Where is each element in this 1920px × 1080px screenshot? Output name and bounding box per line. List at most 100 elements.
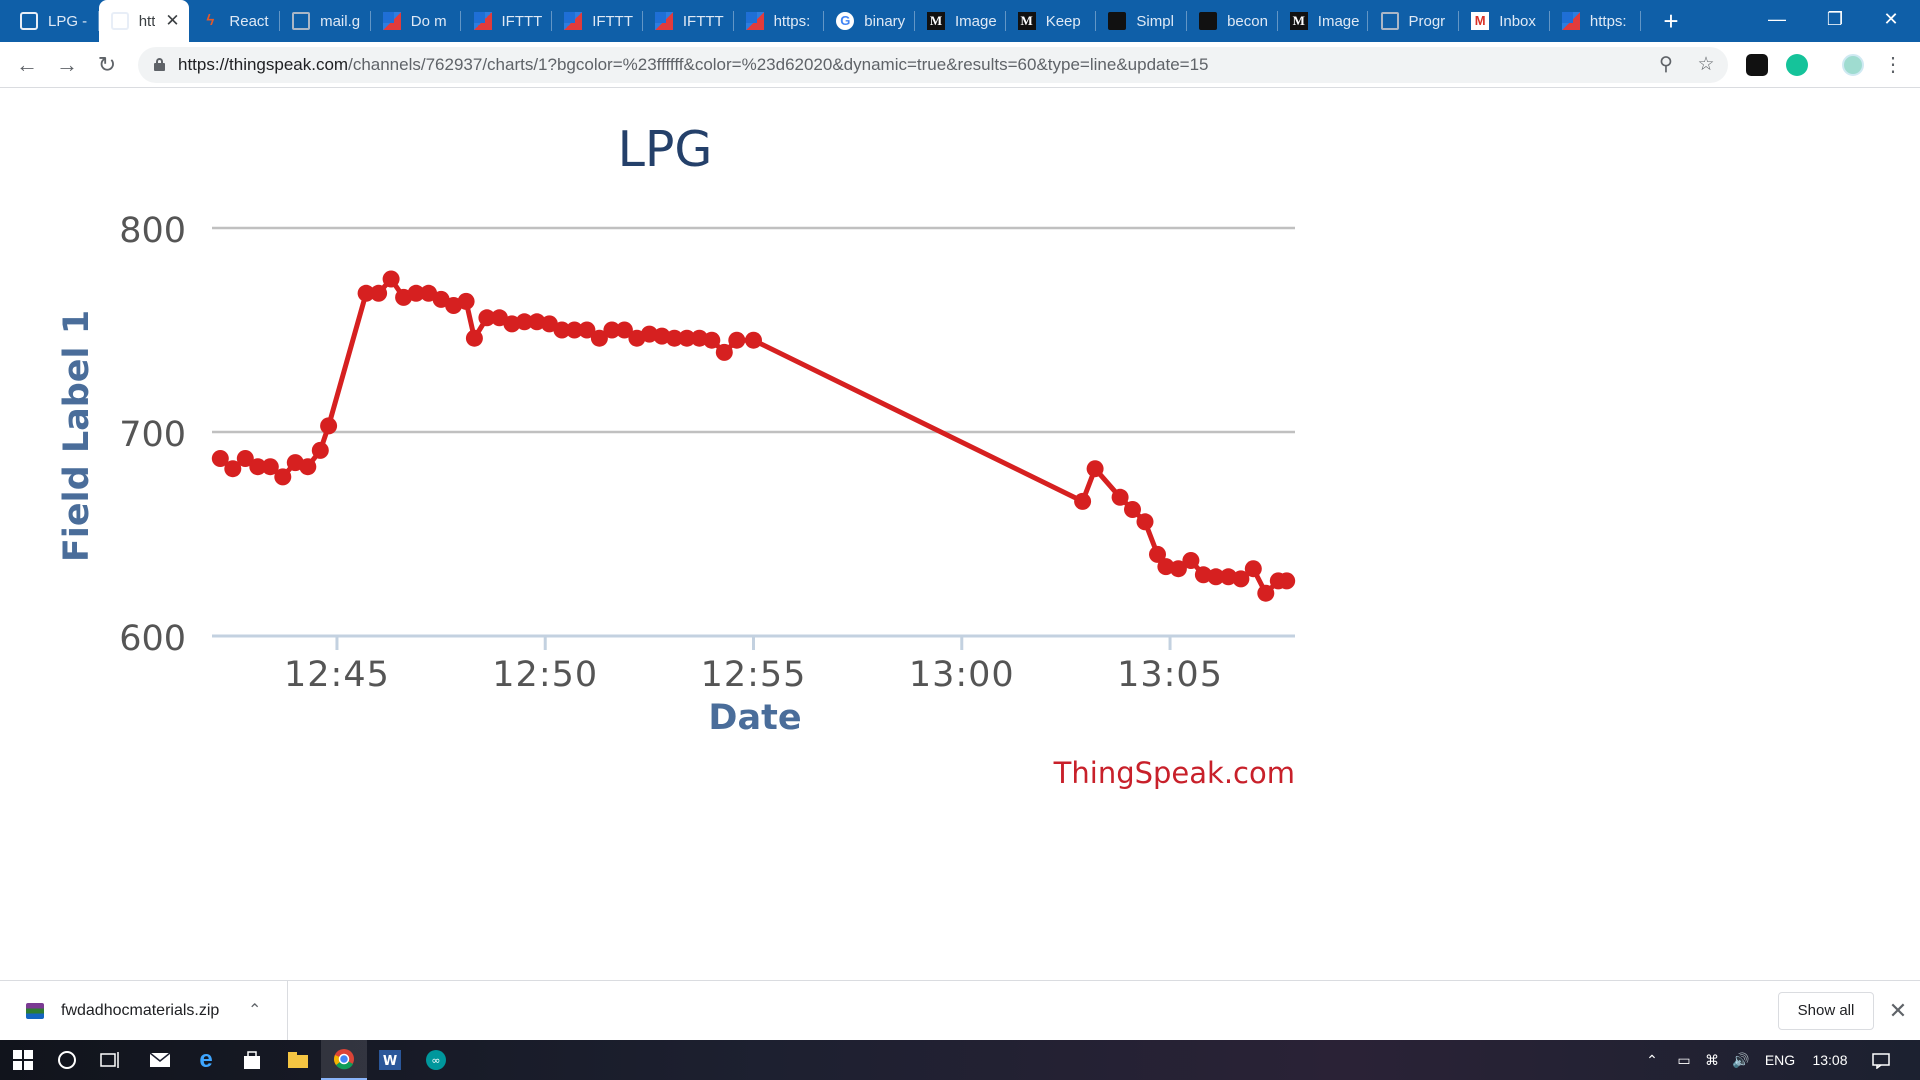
windows-start-icon[interactable] xyxy=(0,1040,46,1080)
minimize-button[interactable]: — xyxy=(1768,9,1786,29)
data-point[interactable] xyxy=(1244,560,1262,578)
data-point[interactable] xyxy=(615,321,633,339)
data-point[interactable] xyxy=(515,313,533,331)
data-point[interactable] xyxy=(1124,501,1141,518)
show-hidden-icons-icon[interactable]: ⌃ xyxy=(1646,1052,1658,1068)
file-explorer-icon[interactable] xyxy=(275,1040,321,1080)
data-point[interactable] xyxy=(665,329,683,347)
data-point[interactable] xyxy=(249,458,267,476)
store-icon[interactable] xyxy=(229,1040,275,1080)
forward-icon[interactable]: → xyxy=(56,52,78,77)
browser-tab[interactable]: M Keep xyxy=(1006,0,1097,42)
data-point[interactable] xyxy=(590,329,608,347)
chevron-up-icon[interactable]: ⌃ xyxy=(248,1002,262,1019)
browser-tab[interactable]: IFTTT xyxy=(462,0,553,42)
show-all-button[interactable]: Show all xyxy=(1778,992,1874,1030)
chrome-icon[interactable] xyxy=(321,1040,367,1080)
data-point[interactable] xyxy=(1157,558,1175,576)
download-item[interactable]: fwdadhocmaterials.zip ⌃ xyxy=(0,981,288,1040)
browser-tab[interactable]: IFTTT xyxy=(643,0,734,42)
data-point[interactable] xyxy=(703,331,721,349)
window-close-button[interactable]: ✕ xyxy=(1883,9,1899,29)
battery-icon[interactable]: ▭ xyxy=(1677,1052,1691,1068)
data-point[interactable] xyxy=(1136,513,1154,531)
restore-button[interactable]: ❐ xyxy=(1826,9,1844,29)
data-point[interactable] xyxy=(370,284,388,302)
browser-tab[interactable]: Simpl xyxy=(1096,0,1188,42)
browser-tab[interactable]: M Image xyxy=(915,0,1006,42)
data-point[interactable] xyxy=(407,284,425,302)
data-point[interactable] xyxy=(236,450,254,467)
browser-tab[interactable]: mail.g xyxy=(280,0,371,42)
browser-tab[interactable]: Do m xyxy=(371,0,462,42)
tab-close-icon[interactable]: ✕ xyxy=(165,11,180,30)
edge-browser-icon[interactable]: e xyxy=(199,1046,213,1073)
bookmark-star-icon[interactable]: ☆ xyxy=(1697,54,1715,75)
data-point[interactable] xyxy=(320,417,338,435)
data-point[interactable] xyxy=(715,343,733,361)
data-point[interactable] xyxy=(1182,552,1200,569)
browser-tab[interactable]: M Image xyxy=(1278,0,1369,42)
url-text[interactable]: https://thingspeak.com/channels/762937/c… xyxy=(178,47,1209,83)
data-point[interactable] xyxy=(1149,545,1166,563)
browser-tab[interactable]: LPG - xyxy=(8,0,99,42)
data-point[interactable] xyxy=(1086,460,1104,478)
data-point[interactable] xyxy=(465,329,483,347)
data-point[interactable] xyxy=(1074,492,1092,510)
data-point[interactable] xyxy=(299,458,317,476)
arduino-icon[interactable]: ∞ xyxy=(413,1040,459,1080)
browser-tab[interactable]: ϟ React xyxy=(189,0,281,42)
mail-icon[interactable] xyxy=(137,1040,183,1080)
volume-icon[interactable]: 🔊 xyxy=(1732,1052,1750,1068)
lock-icon[interactable] xyxy=(154,58,165,71)
data-point[interactable] xyxy=(311,441,329,459)
zoom-icon[interactable]: ⚲ xyxy=(1659,54,1673,75)
browser-tab[interactable]: https: xyxy=(1550,0,1641,42)
data-point[interactable] xyxy=(640,325,658,343)
data-point[interactable] xyxy=(357,284,375,302)
data-point[interactable] xyxy=(457,292,475,310)
data-point[interactable] xyxy=(1169,560,1187,578)
grammarly-icon[interactable] xyxy=(1786,54,1808,76)
data-point[interactable] xyxy=(1207,568,1225,586)
data-point[interactable] xyxy=(274,468,292,486)
data-point[interactable] xyxy=(528,313,546,331)
data-point[interactable] xyxy=(1232,570,1250,588)
new-tab-button[interactable]: + xyxy=(1663,6,1679,36)
data-point[interactable] xyxy=(1257,584,1275,602)
reload-icon[interactable]: ↻ xyxy=(97,52,117,77)
language-indicator[interactable]: ENG xyxy=(1764,1052,1796,1068)
address-bar[interactable]: https://thingspeak.com/channels/762937/c… xyxy=(138,47,1728,83)
menu-icon[interactable]: ⋮ xyxy=(1883,54,1903,76)
data-point[interactable] xyxy=(678,329,696,347)
extension-icon[interactable] xyxy=(1746,54,1768,76)
browser-tab[interactable]: Progr xyxy=(1369,0,1460,42)
data-point[interactable] xyxy=(728,331,746,349)
data-point[interactable] xyxy=(211,450,229,467)
profile-avatar[interactable] xyxy=(1842,54,1864,76)
close-shelf-button[interactable]: ✕ xyxy=(1888,998,1908,1023)
word-icon[interactable]: W xyxy=(367,1040,413,1080)
data-point[interactable] xyxy=(478,309,496,327)
clock[interactable]: 13:08 xyxy=(1812,1052,1848,1068)
wifi-icon[interactable]: ⌘ xyxy=(1705,1052,1719,1068)
data-point[interactable] xyxy=(565,321,583,339)
browser-tab[interactable]: M Inbox xyxy=(1459,0,1550,42)
data-point[interactable] xyxy=(603,321,621,339)
data-point[interactable] xyxy=(503,315,521,333)
data-point[interactable] xyxy=(261,458,279,476)
browser-tab[interactable]: htt ✕ xyxy=(98,0,190,42)
data-point[interactable] xyxy=(382,270,400,288)
data-point[interactable] xyxy=(1219,568,1237,586)
data-point[interactable] xyxy=(1194,566,1212,584)
data-point[interactable] xyxy=(1278,572,1296,590)
data-point[interactable] xyxy=(653,327,671,345)
task-view-icon[interactable] xyxy=(88,1040,134,1080)
data-point[interactable] xyxy=(578,321,596,339)
browser-tab[interactable]: https: xyxy=(734,0,825,42)
data-point[interactable] xyxy=(224,460,242,478)
thingspeak-credit-link[interactable]: ThingSpeak.com xyxy=(1053,756,1295,790)
search-icon[interactable] xyxy=(44,1040,90,1080)
browser-tab[interactable]: becon xyxy=(1187,0,1278,42)
